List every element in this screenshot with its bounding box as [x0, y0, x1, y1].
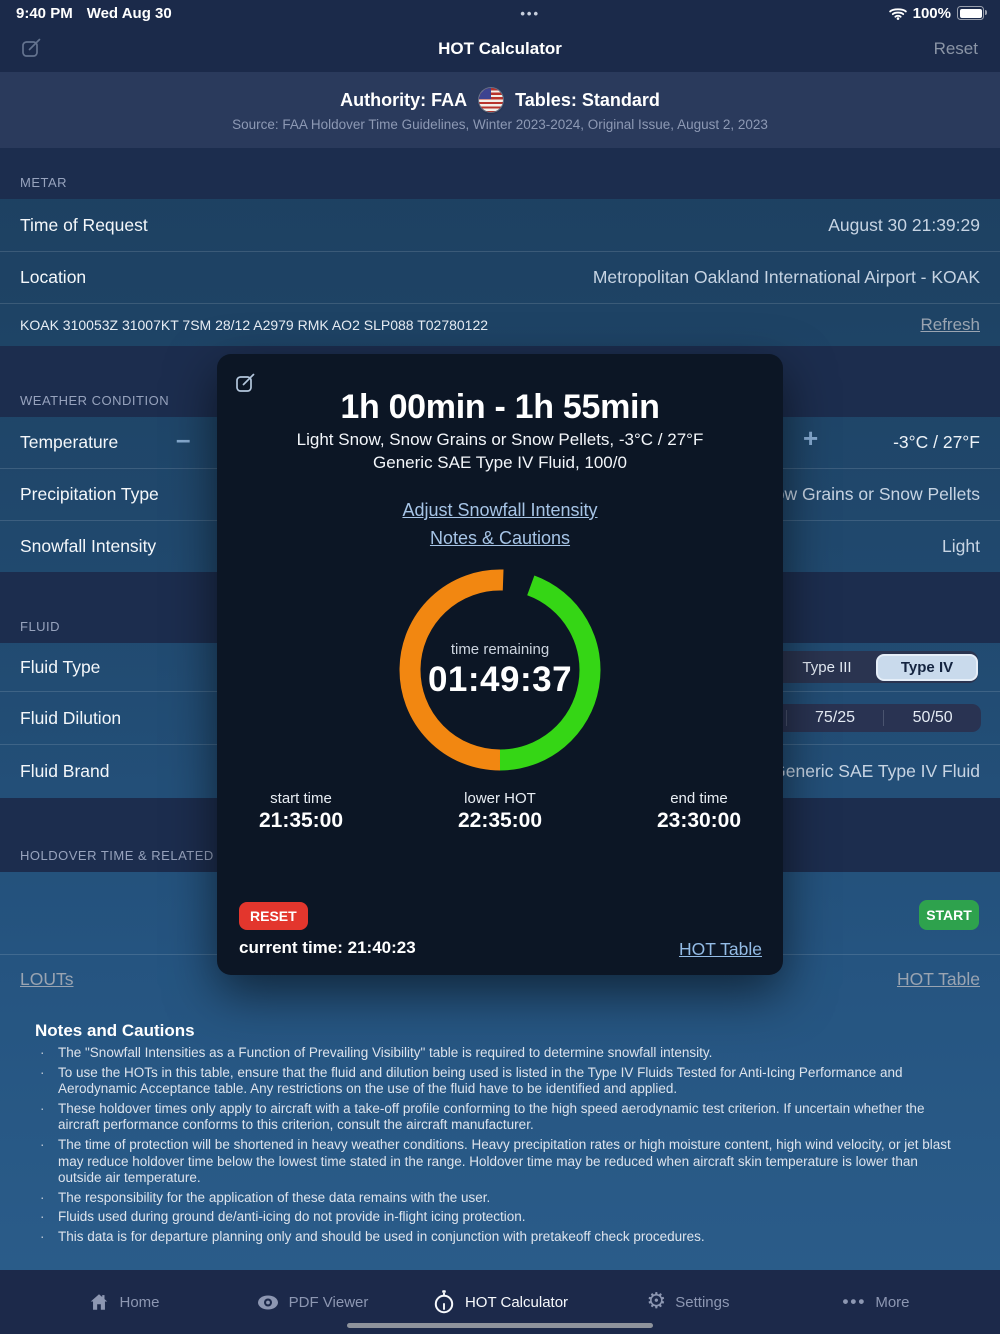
precipitation-label: Precipitation Type — [20, 484, 159, 504]
timer-readout: time remaining 01:49:37 — [370, 540, 630, 800]
fluid-dilution-option[interactable]: 75/25 — [814, 709, 856, 726]
eye-icon — [256, 1294, 280, 1311]
hot-range-title: 1h 00min - 1h 55min — [340, 388, 660, 426]
condition-summary: Light Snow, Snow Grains or Snow Pellets,… — [296, 430, 704, 449]
stopwatch-icon — [432, 1289, 456, 1315]
temperature-row: Temperature – + -3°C / 27°F — [0, 417, 1000, 468]
temperature-plus-button[interactable]: + — [803, 423, 819, 453]
location-row[interactable]: Location Metropolitan Oakland Internatio… — [0, 251, 1000, 303]
hot-table-link[interactable]: HOT Table — [896, 968, 980, 989]
note-bullet: This data is for departure planning only… — [35, 1229, 965, 1246]
us-flag-icon — [479, 88, 504, 112]
tab-label: HOT Calculator — [464, 1293, 569, 1311]
location-value: Metropolitan Oakland International Airpo… — [592, 267, 980, 287]
tab-home[interactable]: Home — [30, 1291, 218, 1313]
lower-hot-label: lower HOT — [464, 790, 536, 807]
tab-more[interactable]: ••• More — [782, 1292, 970, 1312]
fluid-dilution-label: Fluid Dilution — [20, 707, 122, 728]
fluid-brand-value: Generic SAE Type IV Fluid — [772, 761, 980, 781]
snowfall-intensity-label: Snowfall Intensity — [20, 536, 157, 556]
lower-hot-block: lower HOT 22:35:00 — [361, 790, 639, 833]
notes-list: The "Snowfall Intensities as a Function … — [35, 1045, 965, 1246]
fluid-type-label: Fluid Type — [20, 656, 101, 677]
current-time: current time: 21:40:23 — [239, 938, 416, 957]
start-time-value: 21:35:00 — [258, 809, 344, 832]
end-time-label: end time — [670, 790, 728, 807]
battery-icon — [957, 6, 987, 20]
note-bullet: The "Snowfall Intensities as a Function … — [35, 1045, 965, 1062]
end-time-value: 23:30:00 — [656, 809, 742, 832]
lower-hot-value: 22:35:00 — [457, 809, 543, 832]
tab-label: Home — [119, 1293, 160, 1311]
page-title: HOT Calculator — [438, 39, 562, 58]
note-bullet: The responsibility for the application o… — [35, 1190, 965, 1207]
fluid-dilution-option[interactable]: 50/50 — [912, 709, 953, 726]
tables-label: Tables: Standard — [515, 89, 660, 110]
home-icon — [88, 1291, 110, 1313]
status-ellipsis-icon[interactable]: ••• — [520, 5, 540, 21]
location-label: Location — [20, 267, 87, 287]
section-header-metar: METAR — [0, 148, 1000, 199]
end-time-block: end time 23:30:00 — [639, 790, 759, 833]
notes-heading: Notes and Cautions — [35, 1021, 195, 1040]
tab-hot-calculator[interactable]: HOT Calculator — [406, 1289, 594, 1315]
refresh-link[interactable]: Refresh — [920, 315, 980, 334]
gear-icon: ⚙ — [646, 1289, 667, 1314]
snowfall-intensity-value: Light — [942, 536, 980, 556]
tab-label: PDF Viewer — [288, 1293, 369, 1311]
note-bullet: The time of protection will be shortened… — [35, 1137, 965, 1187]
reset-button[interactable]: Reset — [933, 39, 978, 58]
temperature-minus-button[interactable]: – — [176, 424, 191, 454]
clock: 9:40 PM — [16, 4, 73, 22]
metar-string-row: KOAK 310053Z 31007KT 7SM 28/12 A2979 RMK… — [0, 303, 1000, 346]
navigation-bar: HOT Calculator Reset — [0, 26, 1000, 72]
start-time-label: start time — [270, 790, 332, 807]
time-remaining-value: 01:49:37 — [427, 659, 573, 699]
timer-reset-button[interactable]: RESET — [239, 902, 308, 930]
hot-table-link[interactable]: HOT Table — [678, 939, 762, 959]
authority-label: Authority: FAA — [340, 89, 468, 110]
start-time-block: start time 21:35:00 — [241, 790, 361, 833]
time-of-request-row: Time of Request August 30 21:39:29 — [0, 199, 1000, 251]
adjust-snowfall-intensity-link[interactable]: Adjust Snowfall Intensity — [402, 500, 598, 520]
notes-and-cautions: Notes and Cautions The "Snowfall Intensi… — [0, 1003, 1000, 1246]
battery-percent: 100% — [912, 4, 951, 22]
time-of-request-label: Time of Request — [20, 214, 148, 235]
note-bullet: Fluids used during ground de/anti-icing … — [35, 1209, 965, 1226]
more-ellipsis-icon: ••• — [842, 1292, 867, 1311]
metar-string: KOAK 310053Z 31007KT 7SM 28/12 A2979 RMK… — [20, 317, 489, 333]
fluid-type-option[interactable]: Type III — [802, 658, 852, 676]
compose-icon[interactable] — [20, 36, 43, 59]
wifi-icon — [888, 7, 907, 20]
tab-pdf-viewer[interactable]: PDF Viewer — [218, 1294, 406, 1311]
timer-milestones: start time 21:35:00 lower HOT 22:35:00 e… — [241, 790, 759, 833]
holdover-timer-row: START — [0, 872, 1000, 954]
start-button[interactable]: START — [919, 900, 979, 930]
date: Wed Aug 30 — [86, 4, 172, 22]
holdover-timer-ring — [399, 569, 601, 771]
tab-bar: Home PDF Viewer HOT Calcula — [0, 1270, 1000, 1334]
compose-icon[interactable] — [234, 371, 257, 394]
tab-settings[interactable]: ⚙ Settings — [594, 1291, 782, 1313]
holdover-timer-modal: 1h 00min - 1h 55min Light Snow, Snow Gra… — [217, 354, 783, 975]
temperature-label: Temperature — [20, 432, 119, 452]
note-bullet: These holdover times only apply to aircr… — [35, 1101, 965, 1134]
note-bullet: To use the HOTs in this table, ensure th… — [35, 1065, 965, 1098]
home-indicator[interactable] — [347, 1323, 653, 1328]
fluid-type-option-selected[interactable]: Type IV — [876, 653, 978, 681]
temperature-value: -3°C / 27°F — [893, 432, 980, 452]
notes-cautions-link[interactable]: Notes & Cautions — [429, 528, 571, 548]
tab-label: Settings — [675, 1293, 730, 1311]
fluid-brand-label: Fluid Brand — [20, 761, 110, 781]
louts-link[interactable]: LOUTs — [20, 968, 74, 989]
fluid-summary: Generic SAE Type IV Fluid, 100/0 — [373, 453, 627, 472]
status-bar: 9:40 PM Wed Aug 30 ••• 100% — [0, 0, 1000, 26]
source-line: Source: FAA Holdover Time Guidelines, Wi… — [232, 117, 768, 132]
authority-bar: Authority: FAA Tables: Standard Source: … — [0, 72, 1000, 148]
tab-label: More — [875, 1293, 910, 1311]
time-of-request-value: August 30 21:39:29 — [828, 214, 980, 235]
time-remaining-label: time remaining — [450, 640, 550, 658]
